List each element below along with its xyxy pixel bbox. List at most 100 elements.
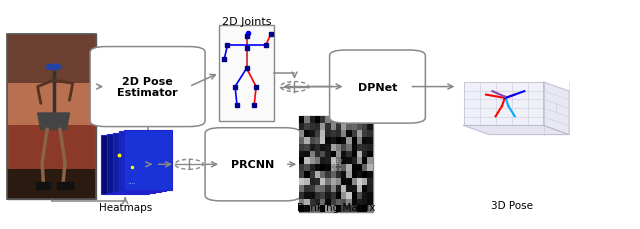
- Bar: [336, 165, 341, 171]
- Bar: [362, 185, 367, 192]
- Bar: [367, 131, 372, 137]
- Bar: [320, 131, 326, 137]
- Bar: [305, 178, 310, 185]
- Bar: [310, 199, 315, 206]
- Bar: [326, 171, 331, 178]
- Bar: [336, 171, 341, 178]
- Bar: [300, 144, 305, 151]
- Bar: [346, 131, 352, 137]
- Bar: [7, 35, 97, 84]
- Bar: [326, 151, 331, 158]
- Bar: [326, 158, 331, 165]
- Bar: [352, 199, 357, 206]
- Bar: [352, 117, 357, 124]
- Bar: [300, 137, 305, 144]
- Bar: [310, 124, 315, 131]
- Bar: [346, 199, 352, 206]
- Bar: [362, 137, 367, 144]
- Bar: [341, 131, 346, 137]
- Bar: [310, 137, 315, 144]
- Bar: [118, 132, 166, 191]
- Bar: [357, 192, 362, 199]
- Bar: [305, 185, 310, 192]
- Bar: [310, 151, 315, 158]
- Bar: [305, 165, 310, 171]
- Bar: [357, 171, 362, 178]
- Bar: [320, 158, 326, 165]
- Bar: [310, 171, 315, 178]
- Bar: [336, 192, 341, 199]
- Bar: [315, 144, 320, 151]
- Bar: [341, 124, 346, 131]
- Bar: [362, 206, 367, 212]
- Bar: [357, 124, 362, 131]
- Bar: [315, 117, 320, 124]
- Bar: [346, 158, 352, 165]
- Bar: [310, 178, 315, 185]
- Bar: [320, 192, 326, 199]
- Bar: [331, 185, 336, 192]
- Bar: [357, 151, 362, 158]
- Bar: [362, 151, 367, 158]
- Bar: [300, 171, 305, 178]
- Bar: [346, 185, 352, 192]
- Bar: [331, 171, 336, 178]
- Bar: [357, 117, 362, 124]
- Bar: [315, 165, 320, 171]
- Bar: [310, 206, 315, 212]
- Bar: [357, 131, 362, 137]
- Bar: [367, 124, 372, 131]
- Bar: [305, 124, 310, 131]
- Bar: [367, 171, 372, 178]
- Bar: [107, 134, 155, 193]
- Bar: [305, 131, 310, 137]
- Bar: [310, 144, 315, 151]
- Bar: [7, 35, 97, 125]
- Bar: [341, 137, 346, 144]
- Bar: [357, 178, 362, 185]
- Bar: [362, 165, 367, 171]
- Bar: [352, 206, 357, 212]
- Bar: [300, 192, 305, 199]
- Bar: [362, 192, 367, 199]
- Bar: [362, 144, 367, 151]
- Bar: [331, 206, 336, 212]
- Bar: [326, 131, 331, 137]
- Bar: [352, 192, 357, 199]
- Bar: [331, 178, 336, 185]
- Bar: [357, 158, 362, 165]
- Bar: [362, 199, 367, 206]
- Text: Ranking Matrix: Ranking Matrix: [297, 202, 375, 212]
- Bar: [336, 131, 341, 137]
- Bar: [352, 178, 357, 185]
- Bar: [7, 35, 97, 199]
- Bar: [326, 206, 331, 212]
- Bar: [320, 165, 326, 171]
- Bar: [320, 178, 326, 185]
- Bar: [362, 158, 367, 165]
- Bar: [352, 185, 357, 192]
- Bar: [320, 137, 326, 144]
- Bar: [331, 151, 336, 158]
- Bar: [326, 144, 331, 151]
- Bar: [341, 199, 346, 206]
- Bar: [367, 117, 372, 124]
- Bar: [305, 137, 310, 144]
- Text: Heatmaps: Heatmaps: [99, 202, 152, 212]
- Bar: [300, 124, 305, 131]
- Bar: [362, 171, 367, 178]
- Bar: [315, 192, 320, 199]
- Bar: [320, 117, 326, 124]
- FancyBboxPatch shape: [90, 47, 205, 127]
- Bar: [305, 151, 310, 158]
- Bar: [310, 117, 315, 124]
- Bar: [352, 144, 357, 151]
- Bar: [300, 117, 305, 124]
- Bar: [346, 117, 352, 124]
- Bar: [310, 158, 315, 165]
- Bar: [367, 178, 372, 185]
- Bar: [300, 131, 305, 137]
- Text: 3D Pose: 3D Pose: [491, 200, 532, 210]
- Bar: [326, 165, 331, 171]
- Bar: [300, 151, 305, 158]
